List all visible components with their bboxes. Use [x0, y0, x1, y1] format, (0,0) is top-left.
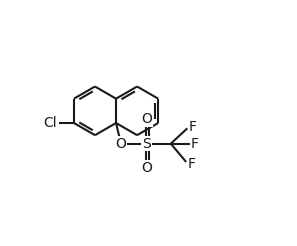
Text: O: O [141, 161, 152, 175]
Text: Cl: Cl [43, 116, 57, 130]
Text: F: F [191, 137, 199, 151]
Text: O: O [141, 112, 152, 126]
Text: O: O [116, 137, 126, 151]
Text: F: F [189, 120, 197, 134]
Text: S: S [142, 137, 151, 151]
Text: F: F [187, 157, 195, 171]
